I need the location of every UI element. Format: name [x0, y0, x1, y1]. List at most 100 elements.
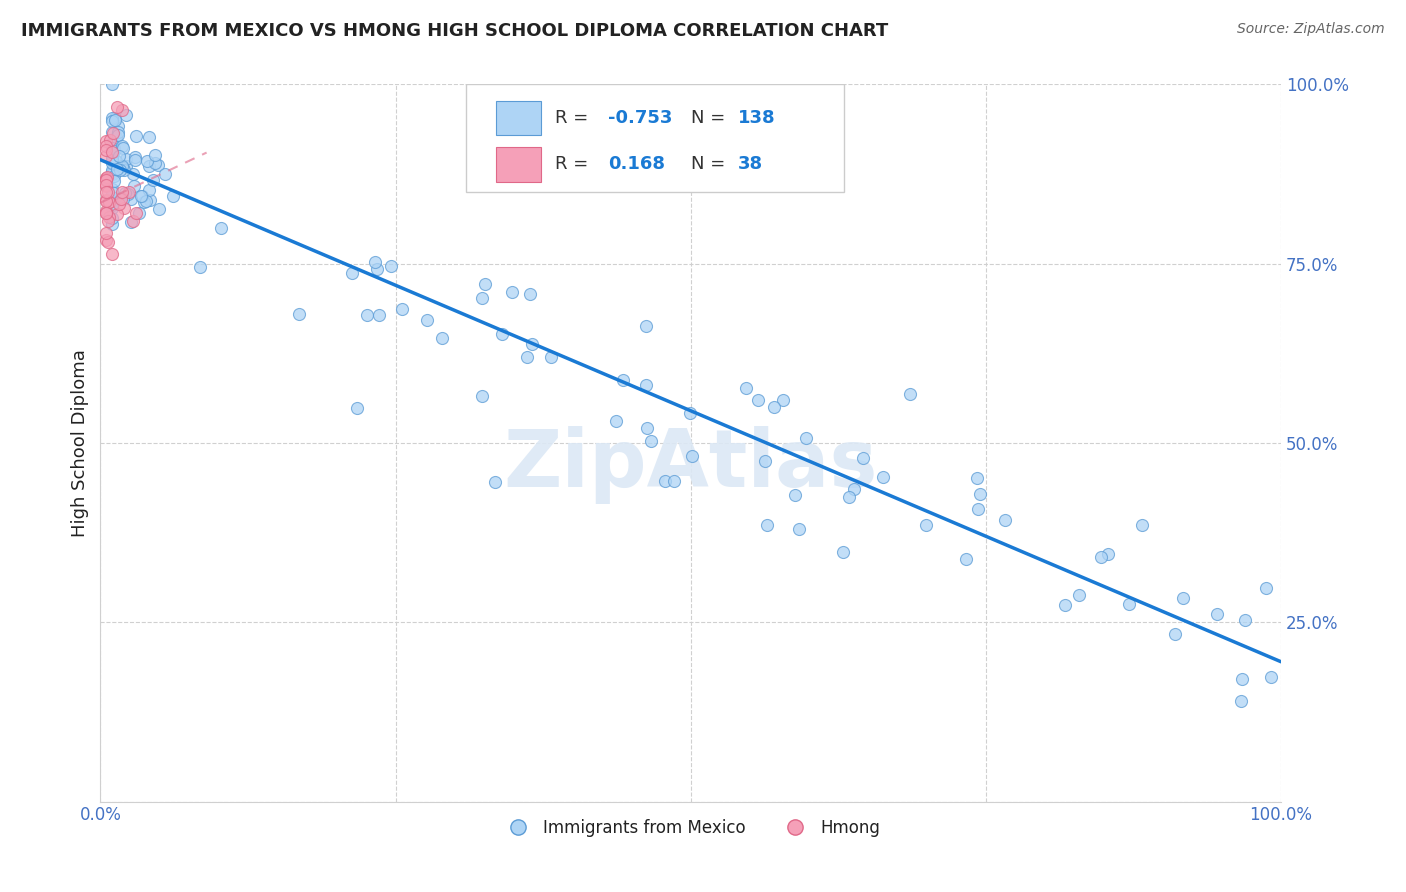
Point [634, 318, 657, 333]
Point [96, 178, 118, 192]
Point [104, 191, 127, 205]
Point [132, 194, 155, 209]
Point [129, 189, 152, 203]
Point [124, 129, 146, 144]
Point [1230, 694, 1253, 708]
FancyBboxPatch shape [496, 147, 541, 182]
Point [101, 125, 124, 139]
Point [1256, 582, 1278, 596]
Point [96, 227, 118, 241]
Text: N =: N = [690, 109, 725, 127]
Point [101, 217, 124, 231]
Point [124, 150, 146, 164]
Point [96, 149, 118, 163]
Point [636, 377, 658, 392]
Point [1067, 587, 1090, 601]
Point [96, 134, 118, 148]
Point [364, 255, 387, 269]
Point [662, 474, 685, 488]
Text: 0.168: 0.168 [607, 155, 665, 173]
Point [356, 308, 378, 322]
Point [1097, 547, 1119, 561]
Point [340, 266, 363, 280]
Point [122, 167, 145, 181]
Point [101, 136, 124, 151]
Point [288, 307, 311, 321]
Point [96, 172, 118, 186]
Point [96, 206, 118, 220]
Point [103, 144, 125, 158]
Point [110, 139, 132, 153]
Point [117, 185, 139, 199]
Point [747, 392, 769, 407]
Point [1090, 549, 1112, 564]
Point [1230, 673, 1253, 687]
Point [540, 350, 562, 364]
Point [520, 337, 543, 351]
Point [112, 201, 135, 215]
Point [844, 482, 866, 496]
Point [103, 173, 125, 187]
Point [101, 165, 124, 179]
Point [107, 119, 129, 133]
Point [110, 192, 132, 206]
Point [955, 551, 977, 566]
Point [838, 490, 860, 504]
FancyBboxPatch shape [496, 101, 541, 135]
Point [96, 179, 118, 194]
Point [416, 313, 439, 327]
Point [104, 111, 127, 125]
Point [1234, 613, 1257, 627]
Y-axis label: High School Diploma: High School Diploma [72, 349, 89, 537]
Point [872, 470, 894, 484]
Point [1163, 627, 1185, 641]
Point [756, 517, 779, 532]
Point [111, 159, 134, 173]
Point [783, 488, 806, 502]
Point [679, 406, 702, 420]
Text: N =: N = [690, 155, 725, 173]
Point [967, 501, 990, 516]
FancyBboxPatch shape [467, 85, 844, 192]
Point [101, 141, 124, 155]
Point [612, 373, 634, 387]
Point [128, 206, 150, 220]
Point [484, 475, 506, 490]
Point [101, 211, 124, 226]
Point [188, 260, 211, 275]
Point [96, 185, 118, 199]
Point [794, 431, 817, 445]
Point [125, 206, 148, 220]
Point [111, 186, 134, 200]
Point [101, 111, 124, 125]
Point [104, 112, 127, 127]
Point [105, 130, 128, 145]
Point [101, 194, 124, 208]
Point [114, 108, 136, 122]
Point [124, 178, 146, 193]
Point [101, 155, 124, 169]
Point [138, 184, 160, 198]
Point [96, 203, 118, 218]
Point [96, 173, 118, 187]
Point [96, 193, 118, 207]
Point [101, 150, 124, 164]
Point [501, 285, 523, 300]
Point [139, 193, 162, 207]
Point [105, 161, 128, 176]
Point [103, 169, 125, 183]
Point [96, 139, 118, 153]
Point [366, 262, 388, 277]
Point [772, 393, 794, 408]
Point [145, 156, 167, 170]
Point [430, 331, 453, 345]
Point [107, 125, 129, 139]
Point [148, 202, 170, 216]
Point [966, 471, 988, 485]
Point [104, 154, 127, 169]
Point [654, 474, 676, 488]
Point [1260, 670, 1282, 684]
Point [101, 78, 124, 92]
Point [969, 487, 991, 501]
Point [380, 259, 402, 273]
